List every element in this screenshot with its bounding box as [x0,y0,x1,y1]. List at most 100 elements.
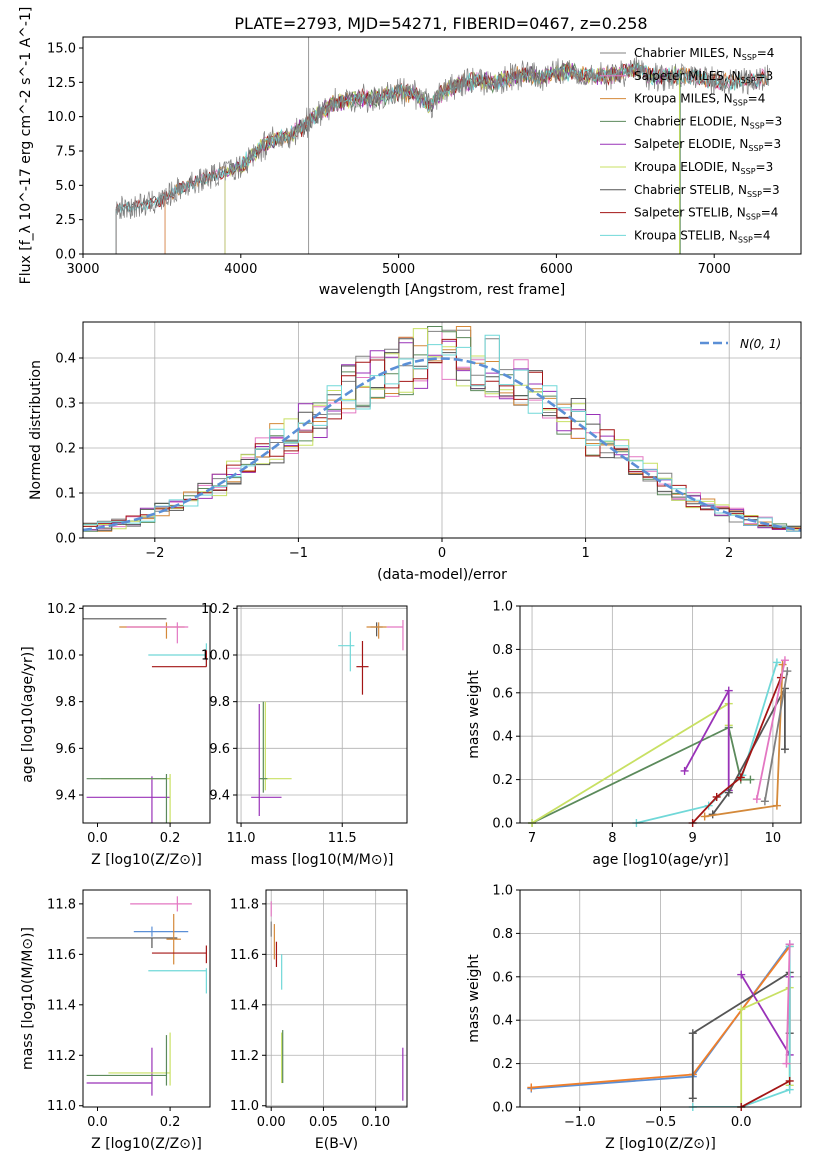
y-axis-label: Normed distribution [28,360,44,500]
y-tick-label: 0.0 [55,532,76,547]
x-tick-label: 7000 [698,262,731,277]
x-tick-label: 0.0 [87,831,108,846]
y-tick-label: 0.0 [492,1101,513,1116]
x-tick-label: 4000 [224,262,257,277]
legend-subscript: SSP [747,190,762,199]
y-tick-label: 10.0 [47,110,76,125]
legend-text-tail: =4 [757,46,775,60]
y-tick-label: 10.2 [201,602,230,617]
y-tick-label: 0.6 [492,686,513,701]
y-tick-label: 9.8 [55,695,76,710]
y-tick-label: 0.4 [492,1014,513,1029]
figure-title: PLATE=2793, MJD=54271, FIBERID=0467, z=0… [234,14,647,33]
legend-text: Salpeter STELIB, N [634,206,746,220]
x-axis-label: E(B-V) [315,1136,358,1152]
legend-text: Kroupa STELIB, N [634,228,738,242]
legend-subscript: SSP [742,53,757,62]
legend-text-tail: =3 [762,183,780,197]
legend-subscript: SSP [733,99,748,108]
y-axis-label: Flux [f_λ 10^-17 erg cm^-2 s^-1 A^-1] [18,7,34,285]
mass-weight-line [691,677,782,823]
legend-text-tail: =3 [765,114,783,128]
y-tick-label: 5.0 [55,179,76,194]
x-axis-label: Z [log10(Z/Z⊙)] [91,1136,202,1152]
x-tick-label: 0.2 [160,1115,181,1130]
y-tick-label: 0.0 [55,248,76,263]
legend-entry: Chabrier STELIB, NSSP=3 [634,183,780,199]
legend-subscript: SSP [738,235,753,244]
residual-histogram-panel: −2 −1 0 1 2 0.0 0.1 0.2 0.3 0.4 (data-model)/error… [28,321,802,583]
x-tick-label: 2 [725,546,733,561]
y-tick-label: 0.2 [492,1057,513,1072]
y-tick-label: 11.2 [47,1049,76,1064]
spectrum-line [115,56,770,220]
x-tick-label: −0.5 [645,1115,677,1130]
y-tick-label: 0.6 [492,970,513,985]
y-tick-label: 12.5 [47,76,76,91]
legend-entry: Salpeter MILES, NSSP=3 [634,69,773,85]
y-tick-label: 10.0 [201,649,230,664]
mass-weight-line [692,946,791,1107]
y-tick-label: 0.1 [55,487,76,502]
legend-entry: Salpeter STELIB, NSSP=4 [634,206,778,222]
y-tick-label: 0.2 [492,773,513,788]
y-tick-label: 9.6 [55,742,76,757]
axes-frame [82,605,211,824]
y-tick-label: 9.6 [209,742,230,757]
mass-weight-line [785,944,791,1064]
spectrum-panel: 3000 4000 5000 6000 7000 0.0 2.5 5.0 7.5 10.0 12.5… [18,7,802,298]
legend-text-tail: =4 [753,228,771,242]
y-tick-label: 11.2 [230,1049,259,1064]
y-tick-label: 0.4 [55,352,76,367]
x-tick-label: −1 [289,546,308,561]
axes-frame [236,605,408,824]
residual-histogram [83,334,801,532]
axes-frame [519,889,802,1108]
x-tick-label: 0.05 [309,1115,338,1130]
y-tick-label: 10.2 [47,602,76,617]
y-tick-label: 2.5 [55,213,76,228]
x-tick-label: −1.0 [564,1115,596,1130]
mass-weight-line [755,660,786,800]
x-axis-label: mass [log10(M/M⊙)] [251,852,394,868]
x-tick-label: 9 [688,831,696,846]
axes-frame [82,321,802,539]
residual-histogram [83,326,801,532]
y-tick-label: 11.4 [47,998,76,1013]
mass-weight-line [740,1080,791,1107]
y-tick-label: 0.3 [55,397,76,412]
x-axis-label: wavelength [Angstrom, rest frame] [319,282,565,298]
legend-entry: Kroupa ELODIE, NSSP=3 [634,160,773,176]
x-tick-label: −2 [145,546,164,561]
legend-text: Kroupa MILES, N [634,92,733,106]
legend-entry: Kroupa MILES, NSSP=4 [634,92,765,108]
x-tick-label: 0.00 [257,1115,286,1130]
age-vs-mass-panel: 11.0 11.5 9.4 9.6 9.8 10.0 10.2 mass [log10(M/M… [201,602,408,868]
mass-weight-line [711,688,786,815]
legend-entry: Salpeter ELODIE, NSSP=3 [634,137,781,153]
x-tick-label: 11.0 [227,831,256,846]
y-tick-label: 11.0 [230,1099,259,1114]
legend-entry: Chabrier MILES, NSSP=4 [634,46,774,62]
y-axis-label: mass weight [466,670,482,759]
y-axis-label: mass weight [466,954,482,1043]
x-axis-label: Z [log10(Z/Z⊙)] [91,852,202,868]
legend-subscript: SSP [748,144,763,153]
mass-vs-metallicity-panel: 0.0 0.2 11.0 11.2 11.4 11.6 11.8 Z [log10(Z/Z⊙)… [20,889,211,1152]
axes-frame [82,36,802,255]
y-axis-label: age [log10(age/yr)] [20,646,36,782]
x-tick-label: 0.10 [361,1115,390,1130]
legend-text-tail: =4 [748,92,766,106]
y-tick-label: 11.4 [230,998,259,1013]
y-tick-label: 9.8 [209,695,230,710]
legend-text: Chabrier ELODIE, N [634,114,750,128]
y-tick-label: 11.8 [230,897,259,912]
x-tick-label: 0 [438,546,446,561]
y-tick-label: 7.5 [55,144,76,159]
legend-text: Chabrier MILES, N [634,46,742,60]
mass-weight-line [764,670,789,802]
legend-subscript: SSP [741,167,756,176]
y-tick-label: 11.6 [47,948,76,963]
legend-subscript: SSP [741,76,756,85]
x-tick-label: 6000 [540,262,573,277]
